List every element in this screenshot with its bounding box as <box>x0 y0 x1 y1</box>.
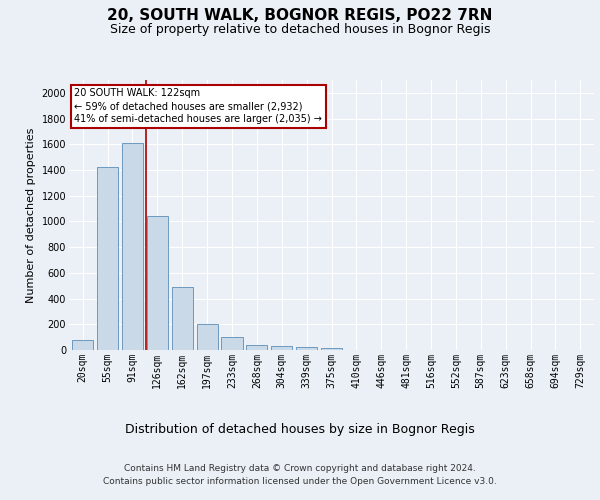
Bar <box>296 348 317 350</box>
Bar <box>197 324 218 350</box>
Text: Size of property relative to detached houses in Bognor Regis: Size of property relative to detached ho… <box>110 22 490 36</box>
Text: Contains HM Land Registry data © Crown copyright and database right 2024.: Contains HM Land Registry data © Crown c… <box>124 464 476 473</box>
Bar <box>97 168 118 350</box>
Bar <box>321 348 342 350</box>
Bar <box>72 340 93 350</box>
Text: 20 SOUTH WALK: 122sqm
← 59% of detached houses are smaller (2,932)
41% of semi-d: 20 SOUTH WALK: 122sqm ← 59% of detached … <box>74 88 322 124</box>
Bar <box>246 345 268 350</box>
Bar <box>172 287 193 350</box>
Y-axis label: Number of detached properties: Number of detached properties <box>26 128 36 302</box>
Bar <box>147 216 168 350</box>
Text: 20, SOUTH WALK, BOGNOR REGIS, PO22 7RN: 20, SOUTH WALK, BOGNOR REGIS, PO22 7RN <box>107 8 493 22</box>
Bar <box>221 336 242 350</box>
Text: Contains public sector information licensed under the Open Government Licence v3: Contains public sector information licen… <box>103 478 497 486</box>
Bar <box>122 143 143 350</box>
Text: Distribution of detached houses by size in Bognor Regis: Distribution of detached houses by size … <box>125 422 475 436</box>
Bar <box>271 346 292 350</box>
